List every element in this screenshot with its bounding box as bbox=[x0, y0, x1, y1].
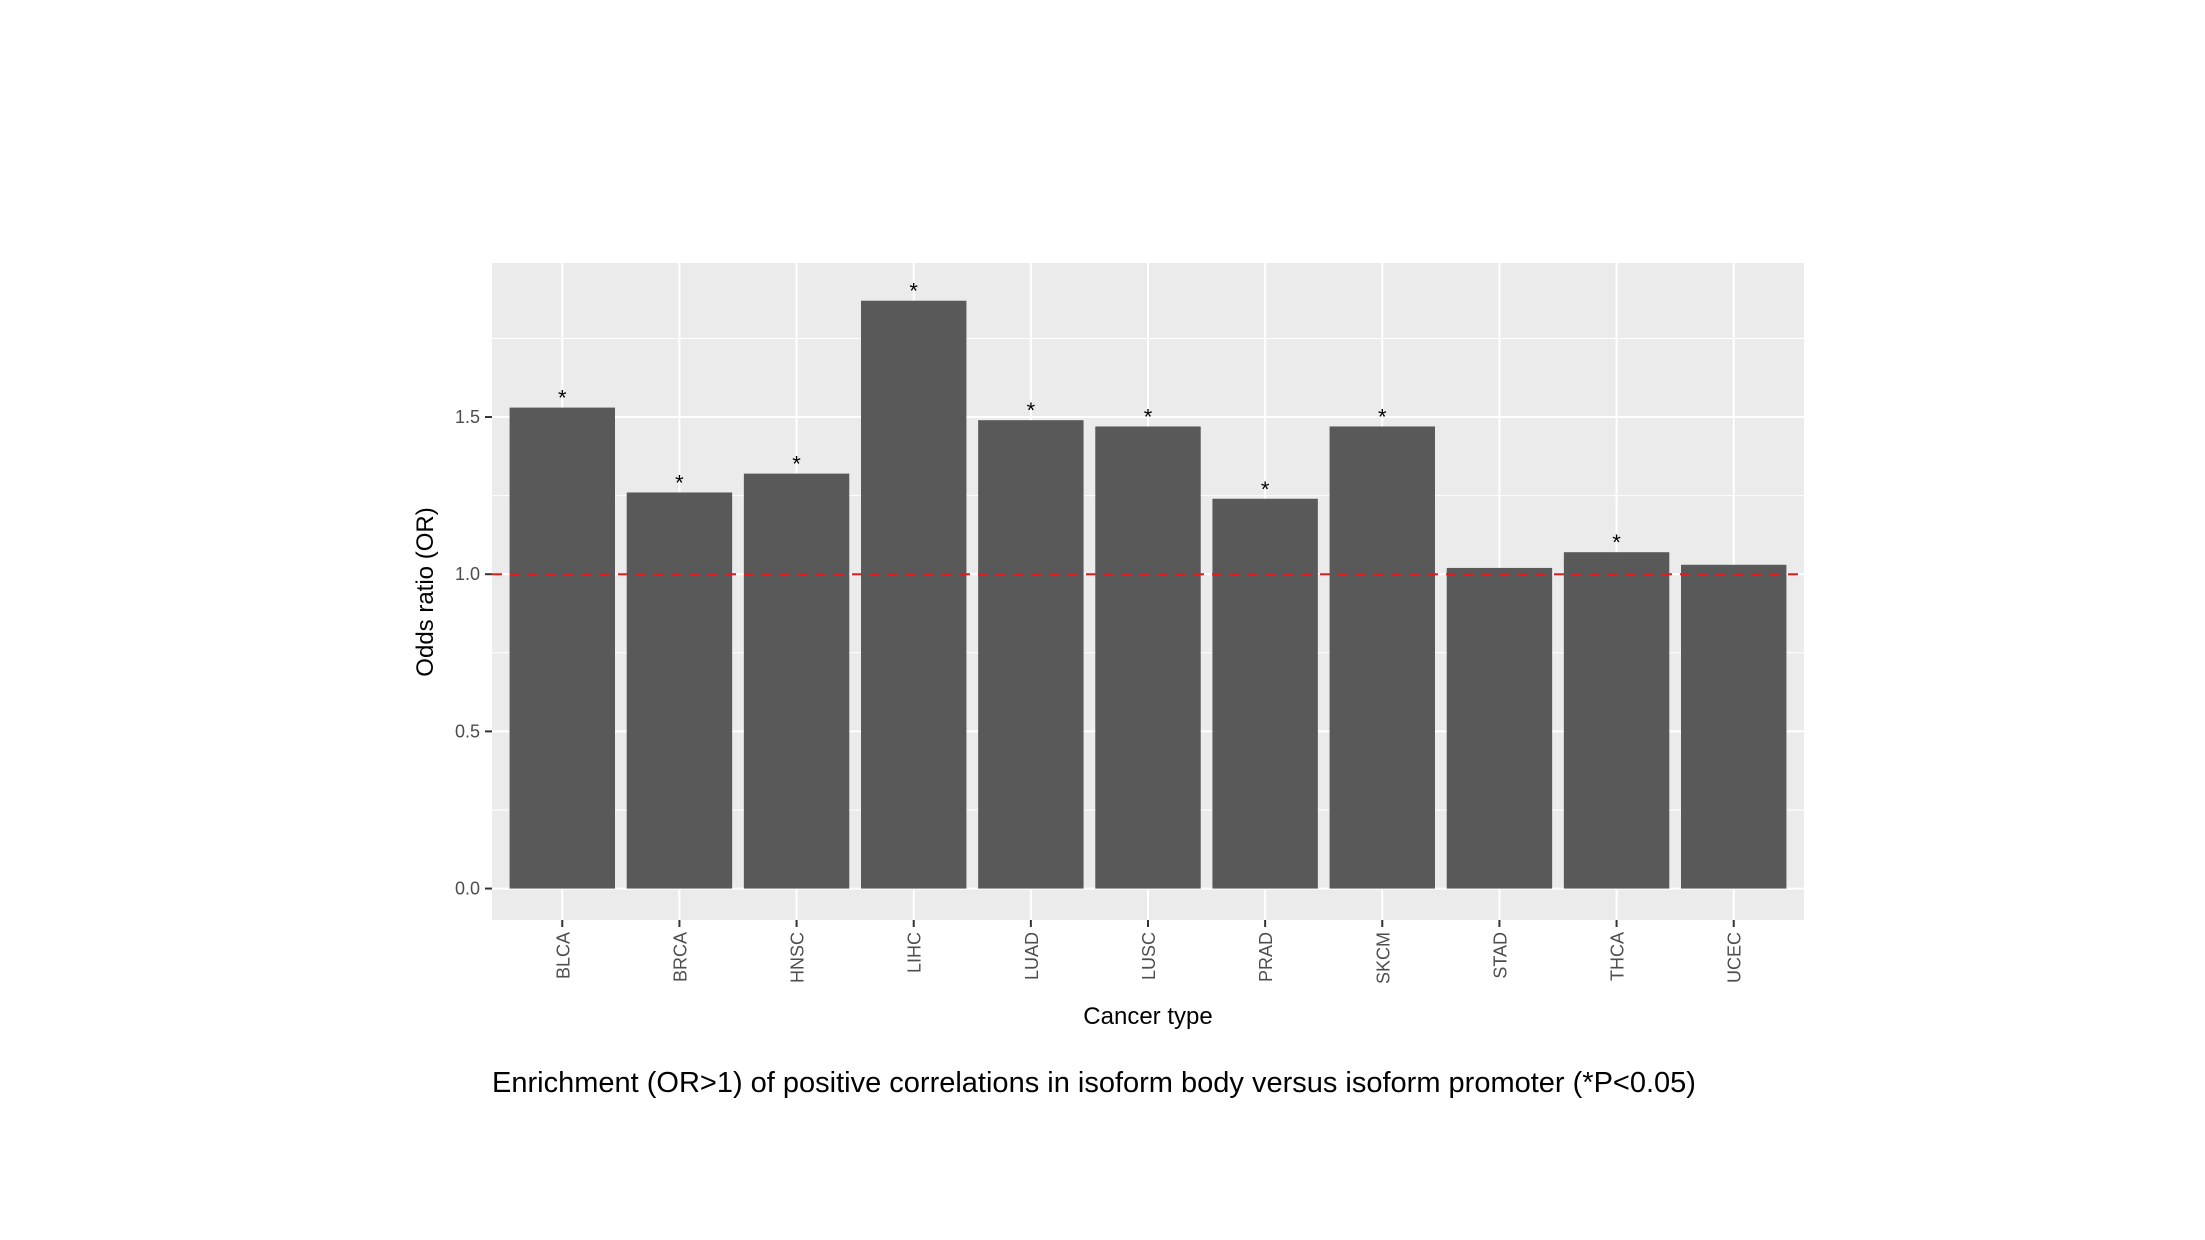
bar-lihc bbox=[861, 300, 967, 889]
x-tick-label: STAD bbox=[1490, 932, 1510, 979]
y-tick-label: 1.0 bbox=[455, 564, 480, 584]
y-axis-ticks: 0.0 0.5 1.0 1.5 bbox=[455, 407, 492, 899]
x-axis-title: Cancer type bbox=[1083, 1003, 1212, 1030]
x-tick-label: LUAD bbox=[1022, 932, 1042, 980]
x-tick-label: BLCA bbox=[553, 932, 573, 979]
bar-brca bbox=[626, 492, 733, 889]
x-tick-label: LIHC bbox=[905, 932, 925, 973]
x-tick-label: SKCM bbox=[1373, 932, 1393, 984]
bars bbox=[509, 300, 1787, 889]
bar-stad bbox=[1446, 567, 1553, 889]
significance-star: * bbox=[792, 452, 801, 477]
significance-star: * bbox=[909, 279, 918, 304]
x-tick-label: UCEC bbox=[1725, 932, 1745, 983]
x-tick-label: PRAD bbox=[1256, 932, 1276, 982]
bar-thca bbox=[1563, 552, 1670, 889]
significance-star: * bbox=[1027, 398, 1036, 423]
bar-blca bbox=[509, 407, 615, 889]
significance-star: * bbox=[1378, 404, 1387, 429]
significance-labels: * * * * * * * * * bbox=[558, 279, 1621, 555]
bar-hnsc bbox=[743, 473, 850, 889]
significance-star: * bbox=[1612, 530, 1621, 555]
y-tick-label: 1.5 bbox=[455, 407, 480, 427]
x-tick-label: HNSC bbox=[788, 932, 808, 983]
y-tick-label: 0.0 bbox=[455, 879, 480, 899]
significance-star: * bbox=[1144, 404, 1153, 429]
y-tick-label: 0.5 bbox=[455, 721, 480, 741]
y-axis-title: Odds ratio (OR) bbox=[412, 507, 439, 676]
bar-ucec bbox=[1681, 564, 1787, 889]
significance-star: * bbox=[558, 386, 567, 411]
bar-skcm bbox=[1329, 426, 1435, 889]
significance-star: * bbox=[675, 470, 684, 495]
bar-prad bbox=[1212, 498, 1318, 889]
bar-lusc bbox=[1095, 426, 1201, 889]
x-tick-label: BRCA bbox=[670, 932, 690, 982]
x-axis-ticks: BLCA BRCA HNSC LIHC LUAD LUSC PRAD SKCM STAD THCA… bbox=[553, 920, 1745, 984]
significance-star: * bbox=[1261, 477, 1270, 502]
x-tick-label: THCA bbox=[1608, 932, 1628, 981]
bar-luad bbox=[978, 420, 1084, 889]
x-tick-label: LUSC bbox=[1139, 932, 1159, 980]
figure-caption: Enrichment (OR>1) of positive correlatio… bbox=[492, 1067, 1696, 1099]
